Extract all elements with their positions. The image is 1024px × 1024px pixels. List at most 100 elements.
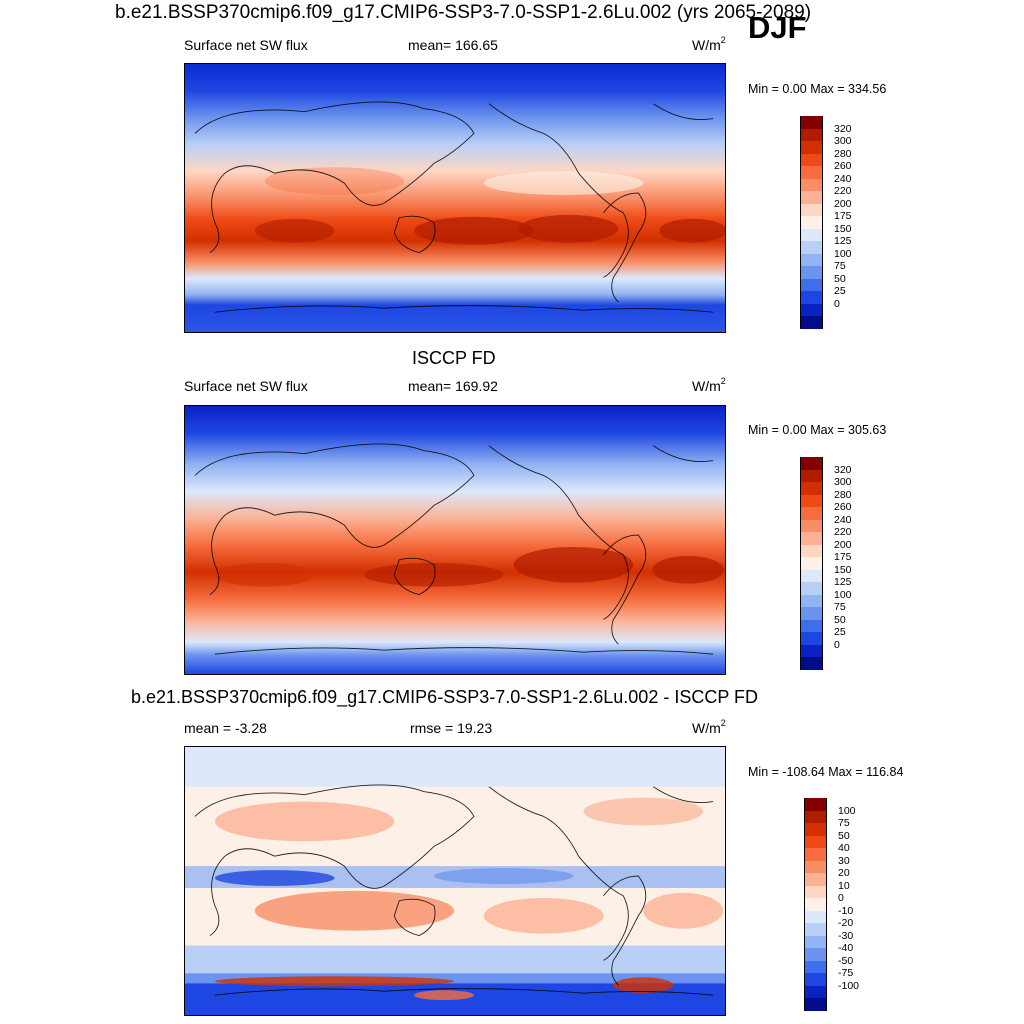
colorbar-tick-label: 320 (834, 122, 852, 135)
colorbar-tick-label: 240 (834, 172, 852, 185)
panel-model-variable: Surface net SW flux (184, 37, 308, 53)
panel-diff-mean: mean = -3.28 (184, 720, 267, 736)
colorbar-swatch (800, 607, 823, 620)
colorbar-tick-label: 10 (838, 879, 850, 892)
colorbar-tick-label: -30 (838, 929, 854, 942)
colorbar-swatch (800, 569, 823, 583)
colorbar-tick-label: -20 (838, 917, 854, 930)
panel-diff-title: b.e21.BSSP370cmip6.f09_g17.CMIP6-SSP3-7.… (131, 687, 759, 707)
colorbar-tick-label: 175 (834, 551, 852, 564)
colorbar-swatch (800, 178, 823, 192)
colorbar-tick-label: 30 (838, 854, 850, 867)
colorbar-tick-label: 300 (834, 476, 852, 489)
colorbar-swatch (800, 253, 823, 267)
colorbar-tick-label: 50 (834, 613, 846, 626)
colorbar-tick-label: 150 (834, 563, 852, 576)
colorbar-swatch (804, 873, 827, 886)
colorbar-swatch (800, 141, 823, 154)
colorbar-tick-label: -100 (838, 979, 860, 992)
colorbar-swatch (800, 619, 823, 633)
colorbar-swatch (800, 216, 823, 229)
colorbar-swatch (800, 557, 823, 570)
colorbar-swatch (804, 960, 827, 974)
panel-obs-map (184, 405, 726, 675)
panel-diff-map (184, 746, 726, 1016)
colorbar-tick-label: 220 (834, 526, 852, 539)
colorbar-swatch (804, 948, 827, 961)
colorbar-tick-label: 200 (834, 538, 852, 551)
colorbar-swatch (804, 798, 827, 811)
colorbar-swatch (804, 935, 827, 949)
colorbar-tick-label: 0 (834, 638, 840, 651)
colorbar-swatch (800, 203, 823, 217)
colorbar-swatch (804, 985, 827, 999)
figure-title: b.e21.BSSP370cmip6.f09_g17.CMIP6-SSP3-7.… (115, 2, 812, 23)
colorbar-swatch (800, 494, 823, 508)
colorbar-swatch (800, 482, 823, 495)
colorbar-swatch (804, 910, 827, 924)
colorbar-tick-label: 175 (834, 210, 852, 223)
colorbar-tick-label: 0 (834, 297, 840, 310)
colorbar-swatch (800, 632, 823, 645)
colorbar-swatch (800, 544, 823, 558)
colorbar-swatch (800, 519, 823, 533)
colorbar-swatch (804, 898, 827, 911)
colorbar-swatch (804, 923, 827, 936)
colorbar-tick-label: -10 (838, 904, 854, 917)
colorbar-swatch (800, 191, 823, 204)
colorbar-swatch (800, 644, 823, 658)
colorbar-swatch (800, 241, 823, 254)
colorbar-tick-label: -50 (838, 954, 854, 967)
colorbar-tick-label: 100 (838, 804, 856, 817)
colorbar-tick-label: 25 (834, 626, 846, 639)
colorbar-tick-label: 280 (834, 147, 852, 160)
colorbar-swatch (804, 810, 827, 824)
colorbar-tick-label: 220 (834, 185, 852, 198)
colorbar-tick-label: 240 (834, 513, 852, 526)
panel-diff-rmse: rmse = 19.23 (410, 720, 493, 736)
colorbar-swatch (800, 153, 823, 167)
colorbar-swatch (800, 657, 823, 670)
panel-obs-variable: Surface net SW flux (184, 378, 308, 394)
colorbar-swatch (800, 228, 823, 242)
panel-obs-units: W/m2 (692, 376, 726, 394)
colorbar-tick-label: 40 (838, 842, 850, 855)
panel-model-units: W/m2 (692, 35, 726, 53)
colorbar-swatch (800, 116, 823, 129)
panel-model-mean: mean= 166.65 (408, 37, 498, 53)
colorbar-swatch (804, 835, 827, 849)
colorbar-swatch (804, 885, 827, 899)
colorbar-swatch (800, 291, 823, 304)
colorbar-swatch (800, 278, 823, 292)
colorbar-swatch (800, 316, 823, 329)
colorbar-tick-label: 100 (834, 588, 852, 601)
colorbar-tick-label: 100 (834, 247, 852, 260)
panel-diff-units: W/m2 (692, 718, 726, 736)
colorbar-tick-label: 150 (834, 222, 852, 235)
panel-model-minmax: Min = 0.00 Max = 334.56 (748, 82, 887, 96)
colorbar-swatch (804, 823, 827, 836)
colorbar-swatch (804, 998, 827, 1011)
panel-obs-mean: mean= 169.92 (408, 378, 498, 394)
colorbar-tick-label: 300 (834, 135, 852, 148)
season-label: DJF (748, 10, 807, 45)
colorbar-tick-label: 260 (834, 501, 852, 514)
colorbar-tick-label: 50 (838, 829, 850, 842)
colorbar-tick-label: 260 (834, 160, 852, 173)
panel-diff-minmax: Min = -108.64 Max = 116.84 (748, 765, 904, 779)
panel-obs-title: ISCCP FD (412, 348, 496, 368)
colorbar-tick-label: 75 (834, 260, 846, 273)
colorbar-tick-label: 20 (838, 867, 850, 880)
colorbar-tick-label: 125 (834, 235, 852, 248)
colorbar-swatch (800, 266, 823, 279)
colorbar-swatch (800, 582, 823, 595)
colorbar-tick-label: -40 (838, 942, 854, 955)
colorbar-swatch (804, 973, 827, 986)
colorbar-tick-label: 125 (834, 576, 852, 589)
colorbar-swatch (804, 860, 827, 874)
colorbar-swatch (800, 507, 823, 520)
colorbar-tick-label: 75 (838, 817, 850, 830)
colorbar-tick-label: -75 (838, 967, 854, 980)
colorbar-tick-label: 75 (834, 601, 846, 614)
colorbar-swatch (800, 128, 823, 142)
